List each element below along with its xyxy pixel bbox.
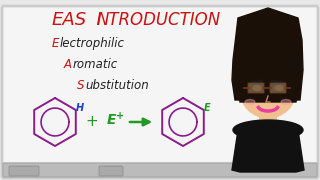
Text: E: E — [52, 37, 60, 50]
Text: E: E — [204, 103, 211, 113]
Ellipse shape — [233, 120, 303, 140]
FancyBboxPatch shape — [9, 166, 39, 176]
Polygon shape — [232, 8, 303, 100]
Ellipse shape — [275, 86, 283, 91]
FancyBboxPatch shape — [270, 83, 286, 93]
Ellipse shape — [253, 86, 261, 91]
Text: +: + — [116, 111, 124, 121]
Polygon shape — [238, 40, 298, 102]
Ellipse shape — [281, 100, 291, 105]
Text: NTRODUCTION: NTRODUCTION — [97, 11, 221, 29]
Text: ubstitution: ubstitution — [85, 78, 149, 91]
Circle shape — [240, 62, 296, 118]
FancyBboxPatch shape — [248, 83, 264, 93]
FancyBboxPatch shape — [259, 113, 277, 135]
Polygon shape — [232, 130, 304, 172]
Text: +: + — [86, 114, 98, 129]
FancyBboxPatch shape — [99, 166, 123, 176]
Text: E: E — [107, 113, 116, 127]
Text: H: H — [76, 103, 84, 113]
Text: romatic: romatic — [73, 57, 118, 71]
Text: I: I — [86, 11, 101, 29]
Text: S: S — [77, 78, 84, 91]
Text: A: A — [64, 57, 72, 71]
FancyBboxPatch shape — [3, 163, 317, 177]
FancyBboxPatch shape — [2, 6, 318, 178]
Polygon shape — [240, 62, 268, 80]
Text: EAS: EAS — [52, 11, 87, 29]
Ellipse shape — [245, 100, 255, 105]
Text: lectrophilic: lectrophilic — [60, 37, 125, 50]
